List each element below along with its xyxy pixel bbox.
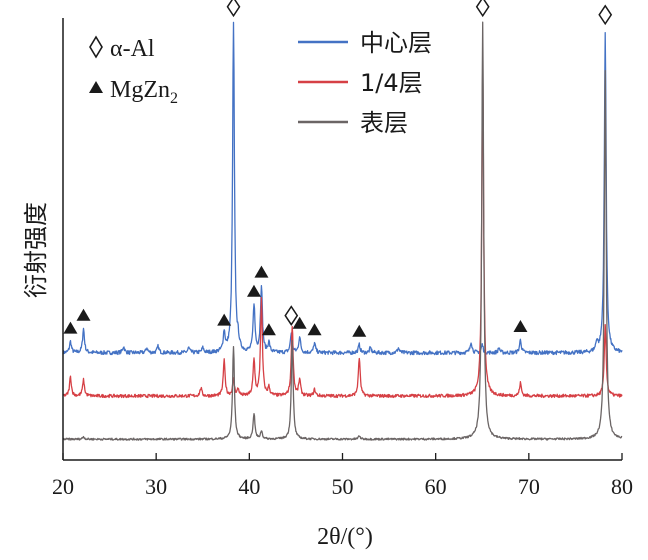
series-line-1 xyxy=(62,68,623,399)
legend-label-center: 中心层 xyxy=(360,29,432,57)
mgzn2-marker xyxy=(76,308,91,321)
mgzn2-marker xyxy=(246,284,261,297)
series-line-2 xyxy=(62,21,623,441)
x-ticks: 20 30 40 50 60 70 80 xyxy=(52,453,633,499)
alpha-al-marker xyxy=(475,0,490,18)
x-tick-label: 30 xyxy=(145,474,167,499)
mgzn2-marker xyxy=(63,321,78,334)
mgzn2-marker xyxy=(261,323,276,336)
key-label-mgzn2: MgZn2 xyxy=(110,77,178,107)
alpha-al-marker xyxy=(226,0,241,18)
x-tick-label: 40 xyxy=(238,474,260,499)
alpha-al-marker xyxy=(598,4,613,26)
key-triangle-icon xyxy=(89,81,103,93)
x-tick-label: 60 xyxy=(425,474,447,499)
y-axis-title: 衍射强度 xyxy=(22,202,50,298)
mgzn2-marker xyxy=(307,323,322,336)
legend-label-surface: 表层 xyxy=(360,109,408,137)
key-label-sub: 2 xyxy=(170,90,178,107)
key-diamond-icon xyxy=(89,35,103,59)
x-tick-label: 70 xyxy=(518,474,540,499)
key-label-mgzn: MgZn xyxy=(110,77,170,103)
curves-layer xyxy=(62,21,623,441)
mgzn2-marker xyxy=(292,316,307,329)
x-tick-label: 20 xyxy=(52,474,74,499)
legend-label-quarter: 1/4层 xyxy=(360,69,423,97)
legend: 中心层 1/4层 表层 xyxy=(298,29,432,137)
series-line-0 xyxy=(62,21,623,356)
mgzn2-marker xyxy=(254,265,269,278)
mgzn2-marker xyxy=(513,320,528,332)
x-tick-label: 80 xyxy=(611,474,633,499)
mgzn2-marker xyxy=(352,324,367,337)
x-tick-label: 50 xyxy=(332,474,354,499)
x-axis-title: 2θ/(°) xyxy=(317,524,373,550)
mgzn2-marker xyxy=(217,313,232,326)
phase-markers xyxy=(63,0,613,337)
alpha-al-marker xyxy=(284,305,299,326)
key-label-alpha-al: α-Al xyxy=(110,36,155,62)
phase-key: α-Al MgZn2 xyxy=(89,35,178,107)
